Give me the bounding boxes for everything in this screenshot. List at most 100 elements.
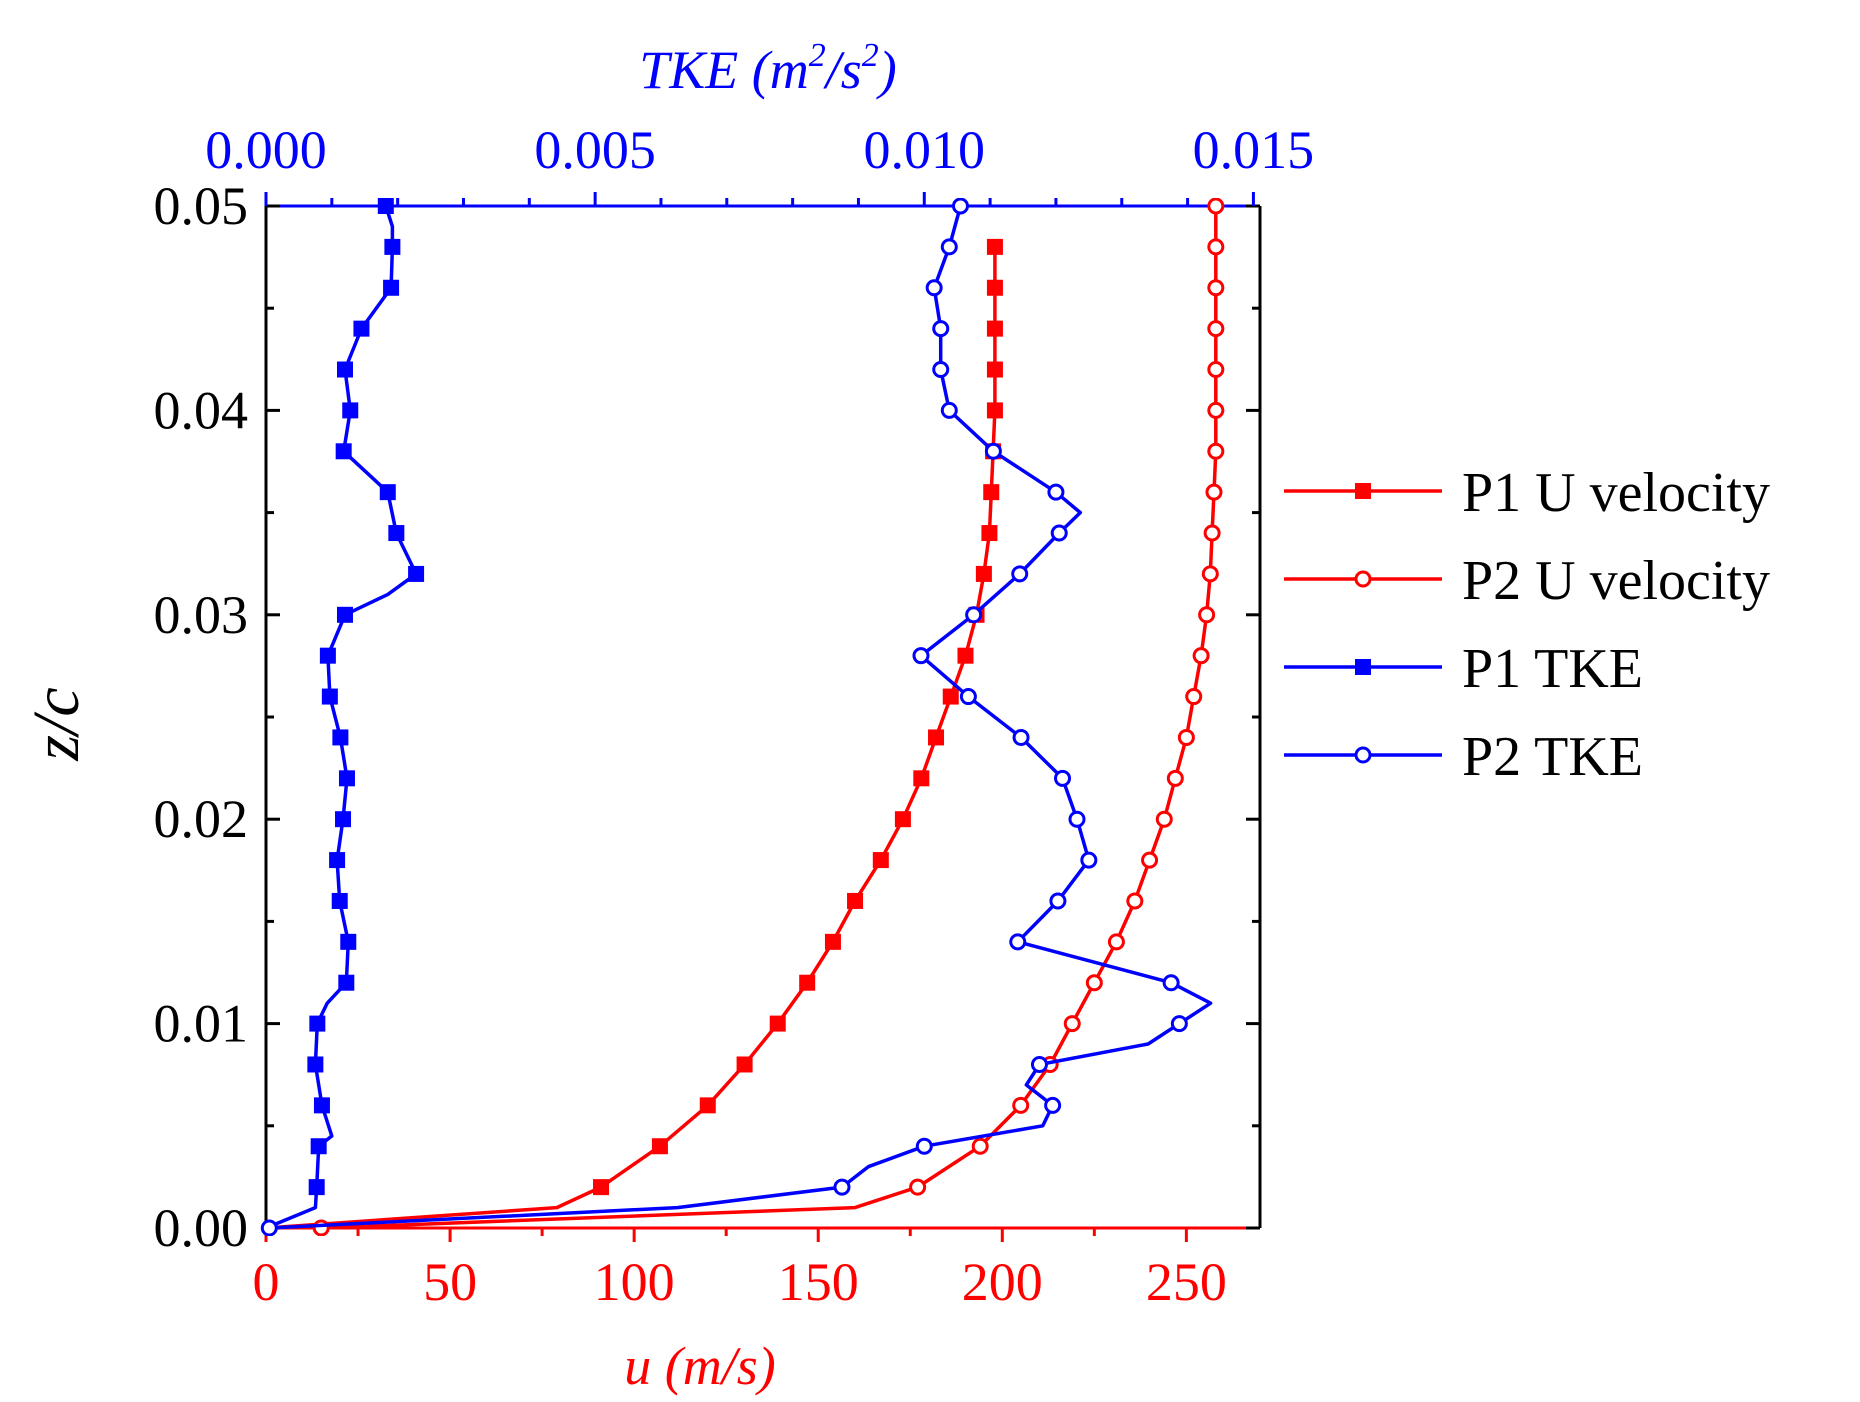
- data-point: [342, 402, 359, 419]
- data-point: [965, 606, 983, 624]
- data-point: [384, 238, 401, 255]
- data-point: [975, 565, 992, 582]
- data-point: [321, 688, 338, 705]
- data-point: [932, 320, 950, 338]
- top-axis-title-sup1: 2: [809, 37, 826, 74]
- data-point: [1030, 1055, 1048, 1073]
- data-point: [1162, 974, 1180, 992]
- data-point: [1201, 565, 1219, 583]
- data-point: [383, 279, 400, 296]
- series-line: [265, 205, 418, 1230]
- data-point: [928, 729, 945, 746]
- data-point: [1177, 728, 1195, 746]
- data-point: [1198, 606, 1216, 624]
- data-point: [1170, 1015, 1188, 1033]
- series-line: [269, 205, 1213, 1230]
- y-axis-title: z/c: [20, 687, 93, 761]
- legend-marker: [1355, 659, 1371, 675]
- data-point: [331, 892, 348, 909]
- x-bottom-tick-label: 100: [594, 1252, 675, 1312]
- data-point: [1068, 810, 1086, 828]
- data-point: [307, 1056, 324, 1073]
- top-axis-title-prefix: TKE (m: [639, 40, 809, 100]
- legend-label: P2 TKE: [1462, 726, 1643, 788]
- data-point: [1185, 688, 1203, 706]
- data-point: [1207, 401, 1225, 419]
- data-point: [1012, 1096, 1030, 1114]
- x-bottom-tick-label: 250: [1146, 1252, 1227, 1312]
- data-point: [1207, 320, 1225, 338]
- data-point: [1205, 483, 1223, 501]
- legend-label: P1 U velocity: [1462, 462, 1770, 524]
- data-point: [1054, 769, 1072, 787]
- data-point: [1044, 1096, 1062, 1114]
- data-point: [377, 198, 394, 214]
- series-layer: [260, 198, 1225, 1236]
- x-top-tick-label: 0.010: [864, 120, 986, 180]
- data-point: [340, 933, 357, 950]
- data-point: [1107, 933, 1125, 951]
- data-point: [981, 525, 998, 542]
- data-point: [736, 1056, 753, 1073]
- data-point: [986, 238, 1003, 255]
- data-point: [847, 892, 864, 909]
- data-point: [913, 770, 930, 787]
- x-bottom-tick-label: 50: [423, 1252, 477, 1312]
- data-point: [313, 1097, 330, 1114]
- data-point: [338, 974, 355, 991]
- x-bottom-tick-label: 200: [962, 1252, 1043, 1312]
- data-point: [942, 688, 959, 705]
- bottom-axis-title: u (m/s): [624, 1336, 775, 1396]
- labels-layer: TKE (m2/s2) u (m/s) z/c: [20, 37, 897, 1396]
- data-point: [912, 647, 930, 665]
- top-axis-title-suffix: ): [876, 40, 897, 100]
- x-top-tick-label: 0.000: [205, 120, 327, 180]
- data-point: [986, 320, 1003, 337]
- data-point: [957, 647, 974, 664]
- data-point: [1047, 483, 1065, 501]
- series-p1-tke: [265, 198, 425, 1230]
- data-point: [1049, 892, 1067, 910]
- data-point: [593, 1179, 610, 1196]
- data-point: [260, 1219, 278, 1236]
- data-point: [909, 1178, 927, 1196]
- data-point: [986, 361, 1003, 378]
- data-point: [319, 647, 336, 664]
- legend: P1 U velocity P2 U velocity P1 TKE P2 TKE: [1284, 462, 1770, 788]
- data-point: [1207, 238, 1225, 256]
- x-bottom-tick-label: 150: [778, 1252, 859, 1312]
- x-top-tick-label: 0.015: [1193, 120, 1315, 180]
- data-point: [1085, 974, 1103, 992]
- legend-entry: P2 U velocity: [1284, 550, 1770, 612]
- data-point: [1207, 442, 1225, 460]
- data-point: [915, 1137, 933, 1155]
- legend-marker: [1354, 570, 1372, 588]
- data-point: [308, 1179, 325, 1196]
- data-point: [353, 320, 370, 337]
- series-p2-tke: [260, 198, 1213, 1236]
- legend-marker: [1354, 746, 1372, 764]
- data-point: [971, 1137, 989, 1155]
- series-line: [265, 246, 997, 1230]
- legend-entry: P1 U velocity: [1284, 462, 1770, 524]
- data-point: [872, 852, 889, 869]
- data-point: [336, 361, 353, 378]
- data-point: [408, 565, 425, 582]
- data-point: [1155, 810, 1173, 828]
- legend-entry: P1 TKE: [1284, 638, 1643, 700]
- y-tick-label: 0.03: [154, 585, 249, 645]
- data-point: [312, 1219, 330, 1236]
- data-point: [833, 1178, 851, 1196]
- data-point: [336, 606, 353, 623]
- data-point: [388, 525, 405, 542]
- legend-marker: [1355, 483, 1371, 499]
- legend-label: P2 U velocity: [1462, 550, 1770, 612]
- y-tick-label: 0.05: [154, 176, 249, 236]
- data-point: [1050, 524, 1068, 542]
- data-point: [1011, 565, 1029, 583]
- data-point: [1192, 647, 1210, 665]
- data-point: [983, 484, 1000, 501]
- data-point: [824, 933, 841, 950]
- data-point: [925, 279, 943, 297]
- data-point: [699, 1097, 716, 1114]
